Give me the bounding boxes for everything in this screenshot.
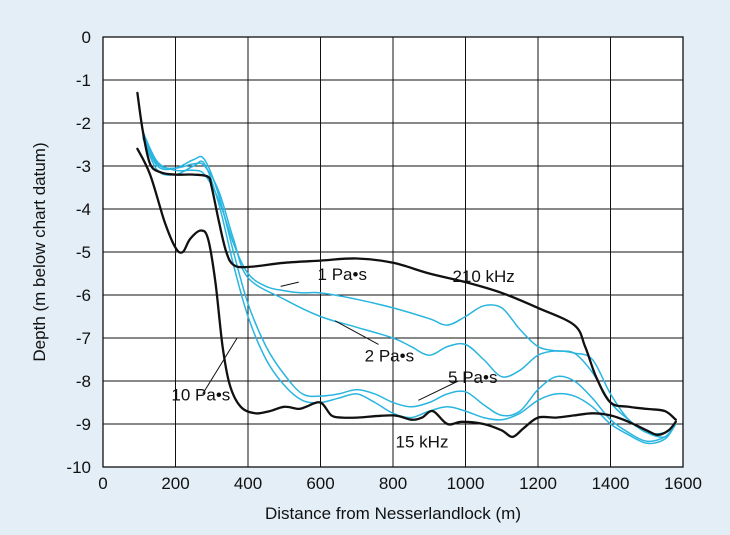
y-tick-label: -7 (76, 329, 91, 348)
x-tick-label: 400 (234, 474, 262, 493)
x-axis-label: Distance from Nesserlandlock (m) (265, 504, 521, 523)
series-line-5-pa-s (142, 135, 677, 443)
y-tick-label: -5 (76, 243, 91, 262)
y-tick-label: 0 (82, 28, 91, 47)
x-tick-label: 800 (379, 474, 407, 493)
x-tick-label: 1200 (519, 474, 557, 493)
x-tick-label: 600 (306, 474, 334, 493)
curve-annotations: 210 kHz 15 kHz 1 Pa•s 2 Pa•s 5 Pa•s 10 Pa•s (171, 265, 514, 452)
annotation-label: 210 kHz (452, 267, 514, 286)
series-line-15-khz (136, 147, 677, 439)
annotation-label: 10 Pa•s (171, 385, 230, 404)
annotation-label: 5 Pa•s (448, 368, 497, 387)
annotation-label: 1 Pa•s (318, 265, 367, 284)
x-tick-labels: 0 200 400 600 800 1000 1200 1400 1600 (98, 474, 702, 493)
annotation-leader-line (202, 337, 238, 395)
y-tick-label: -3 (76, 157, 91, 176)
series-line-210-khz (136, 91, 677, 421)
y-tick-label: -10 (66, 458, 91, 477)
x-tick-label: 1000 (447, 474, 485, 493)
y-axis-label: Depth (m below chart datum) (30, 142, 49, 361)
y-tick-label: -6 (76, 286, 91, 305)
y-tick-label: -9 (76, 415, 91, 434)
annotation-leader-line (280, 281, 299, 287)
annotation-label: 2 Pa•s (365, 347, 414, 366)
y-tick-label: -4 (76, 200, 91, 219)
y-tick-label: -2 (76, 114, 91, 133)
x-tick-label: 0 (98, 474, 107, 493)
annotation-label: 15 kHz (396, 433, 449, 452)
annotation-leader-line (334, 320, 379, 345)
x-tick-label: 200 (161, 474, 189, 493)
y-tick-label: -1 (76, 71, 91, 90)
x-tick-label: 1600 (664, 474, 702, 493)
annotation-leader-line (418, 380, 459, 401)
series-curves (136, 91, 677, 445)
x-tick-label: 1400 (592, 474, 630, 493)
y-tick-labels: 0 -1 -2 -3 -4 -5 -6 -7 -8 -9 -10 (66, 28, 91, 477)
y-tick-label: -8 (76, 372, 91, 391)
